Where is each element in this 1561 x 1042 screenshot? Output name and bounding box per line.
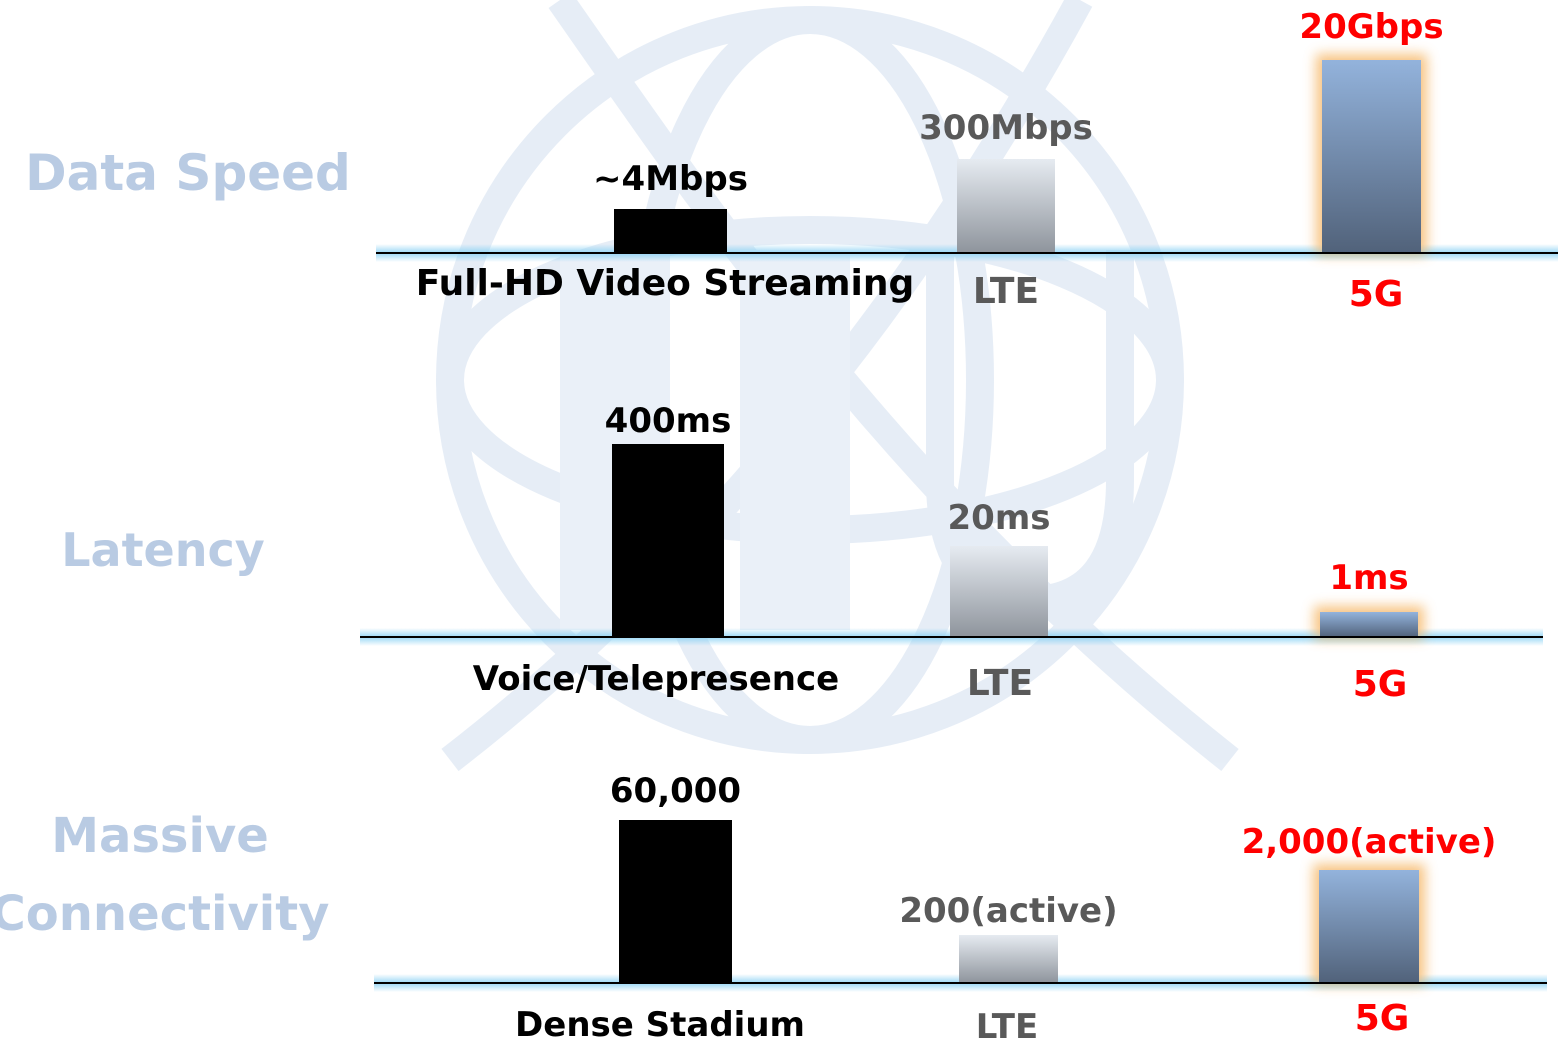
value-label-reference: 400ms	[605, 401, 732, 441]
row-title-line-1: Massive	[51, 808, 269, 864]
value-label-lte: 200(active)	[899, 891, 1117, 931]
category-label-lte: LTE	[973, 271, 1039, 312]
value-label-5g: 20Gbps	[1299, 7, 1443, 47]
category-label-5g: 5G	[1353, 664, 1408, 705]
row-title-line-2: Connectivity	[0, 886, 329, 942]
category-label-5g: 5G	[1349, 274, 1404, 315]
category-label-reference: Full-HD Video Streaming	[416, 263, 914, 304]
row-title: Latency	[61, 523, 265, 577]
bar-reference	[612, 444, 724, 637]
value-label-reference: ~4Mbps	[593, 159, 748, 199]
bar-lte	[950, 546, 1048, 637]
bar-lte	[959, 935, 1058, 983]
category-label-lte: LTE	[976, 1007, 1038, 1042]
category-label-lte: LTE	[967, 663, 1033, 704]
value-label-lte: 300Mbps	[919, 108, 1093, 148]
bar-5g	[1322, 60, 1421, 253]
bar-reference	[619, 820, 732, 983]
chart-row-1: Data Speed ~4Mbps Full-HD Video Streaming 3…	[25, 7, 1558, 315]
bar-reference	[614, 209, 727, 253]
chart-row-3: Massive Connectivity 60,000 Dense Stadium 20…	[0, 771, 1547, 1042]
category-label-reference: Dense Stadium	[515, 1005, 805, 1042]
category-label-5g: 5G	[1355, 998, 1410, 1039]
value-label-reference: 60,000	[610, 771, 741, 811]
value-label-5g: 2,000(active)	[1242, 822, 1497, 862]
category-label-reference: Voice/Telepresence	[473, 659, 839, 699]
bar-5g	[1319, 870, 1419, 983]
row-title: Data Speed	[25, 144, 351, 202]
bar-5g	[1320, 612, 1418, 637]
value-label-5g: 1ms	[1329, 558, 1408, 598]
value-label-lte: 20ms	[948, 498, 1051, 538]
chart-row-2: Latency 400ms Voice/Telepresence 20ms LTE 1ms…	[61, 401, 1543, 705]
bar-lte	[957, 159, 1055, 253]
